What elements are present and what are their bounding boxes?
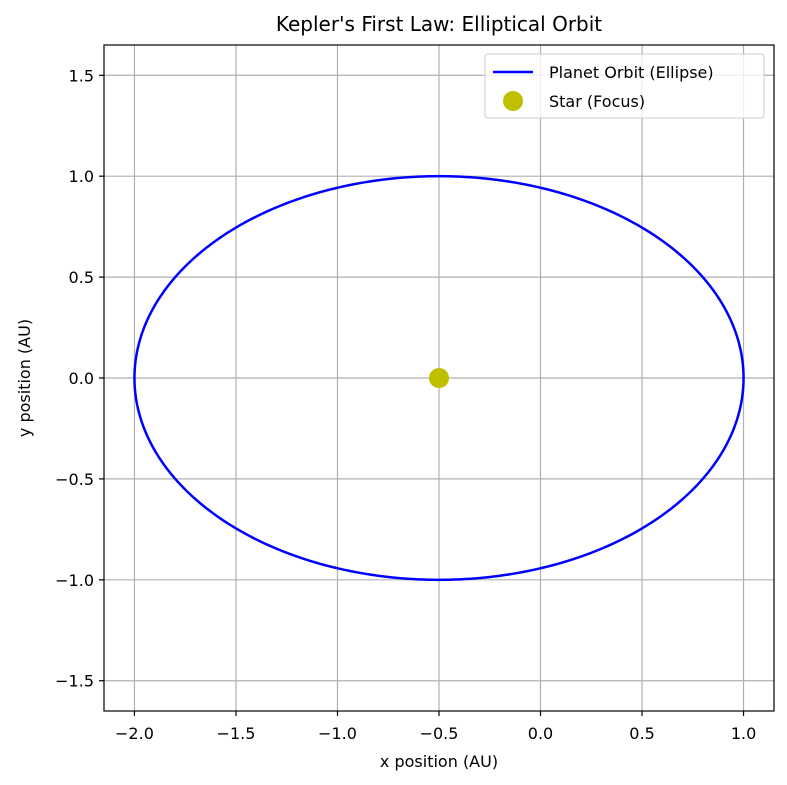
legend-label-star: Star (Focus) (549, 92, 645, 111)
x-tick-label: 1.0 (731, 724, 756, 743)
y-tick-label: 1.0 (69, 167, 94, 186)
orbit-ellipse-line (133, 174, 745, 582)
star-focus-point (429, 368, 449, 388)
y-tick-label: 1.5 (69, 66, 94, 85)
y-tick-label: −1.0 (55, 571, 94, 590)
y-tick-label: 0.0 (69, 369, 94, 388)
x-tick-label: −1.5 (217, 724, 256, 743)
y-tick-label: −0.5 (55, 470, 94, 489)
chart-title: Kepler's First Law: Elliptical Orbit (276, 12, 602, 36)
x-tick-label: −2.0 (115, 724, 154, 743)
x-tick-label: 0.5 (629, 724, 654, 743)
x-tick-label: 0.0 (528, 724, 553, 743)
x-axis: −2.0 −1.5 −1.0 −0.5 0.0 0.5 1.0 (115, 711, 756, 743)
y-axis-label: y position (AU) (15, 319, 34, 437)
legend: Planet Orbit (Ellipse) Star (Focus) (484, 53, 765, 119)
x-axis-label: x position (AU) (380, 752, 498, 771)
y-tick-label: 0.5 (69, 268, 94, 287)
series-layer (133, 174, 745, 582)
x-tick-label: −0.5 (420, 724, 459, 743)
y-axis: −1.5 −1.0 −0.5 0.0 0.5 1.0 1.5 (55, 66, 104, 691)
legend-label-orbit: Planet Orbit (Ellipse) (549, 63, 714, 82)
legend-box (484, 53, 765, 119)
legend-marker-swatch (503, 91, 523, 111)
y-tick-label: −1.5 (55, 672, 94, 691)
x-tick-label: −1.0 (318, 724, 357, 743)
